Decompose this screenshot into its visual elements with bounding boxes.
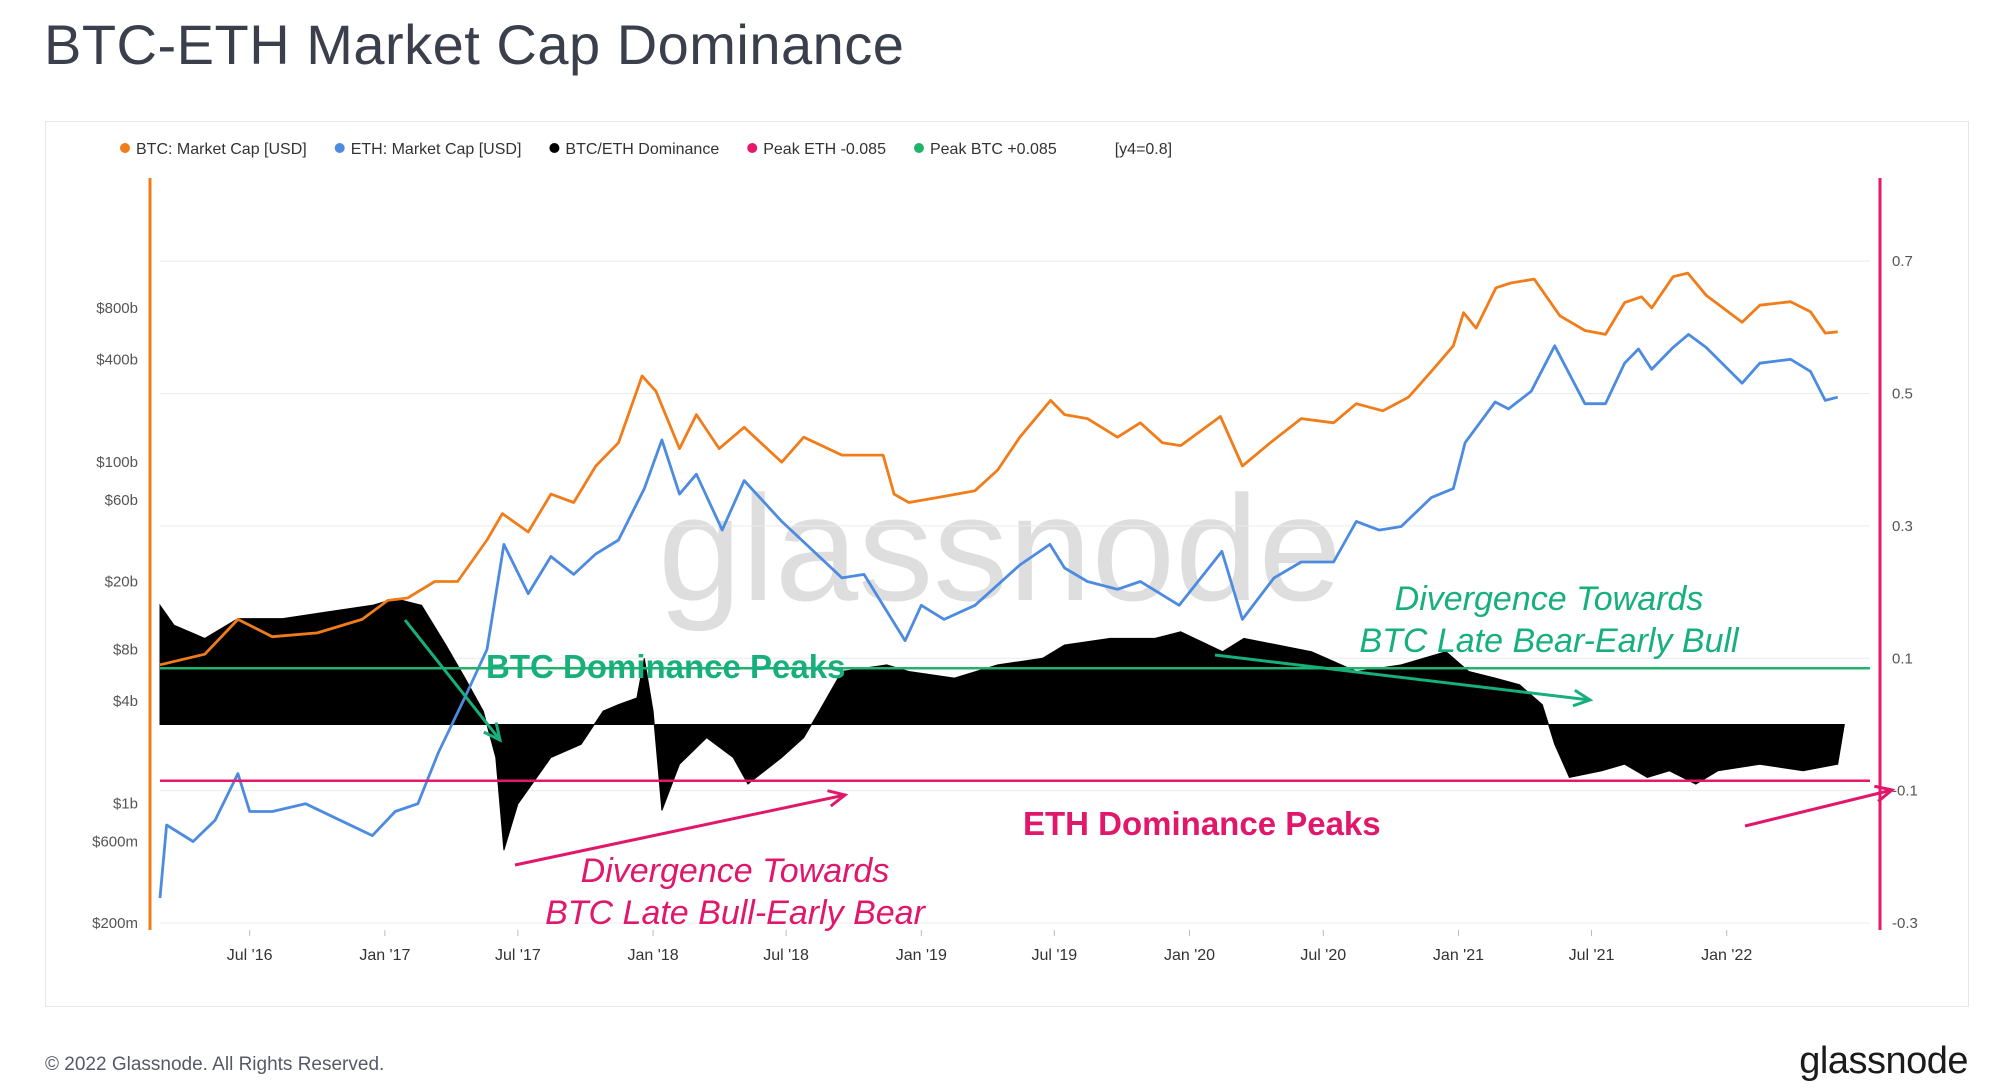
x-tick-label: Jul '18 bbox=[763, 947, 809, 964]
grid-lines bbox=[160, 260, 1870, 924]
divergence-bull-bear-line1: Divergence Towards bbox=[581, 852, 890, 890]
x-tick-label: Jul '16 bbox=[227, 947, 273, 964]
btc-peak-arrow-2-head bbox=[1572, 689, 1594, 708]
btc-market-cap-line bbox=[159, 271, 1838, 667]
left-tick-label: $4b bbox=[113, 693, 138, 710]
legend-item-label[interactable]: BTC: Market Cap [USD] bbox=[136, 141, 307, 158]
left-tick-label: $20b bbox=[105, 574, 138, 591]
divergence-bull-bear-line2: BTC Late Bull-Early Bear bbox=[545, 894, 926, 932]
eth-peak-arrow-2 bbox=[1744, 788, 1893, 828]
left-tick-label: $400b bbox=[96, 351, 138, 368]
x-tick-label: Jul '19 bbox=[1031, 947, 1077, 964]
legend-item-label[interactable]: Peak BTC +0.085 bbox=[930, 141, 1057, 158]
eth-market-cap-line bbox=[158, 333, 1839, 899]
right-tick-label: 0.1 bbox=[1892, 650, 1913, 667]
btc-peak-arrow-1-head bbox=[483, 722, 503, 743]
legend[interactable]: BTC: Market Cap [USD] ETH: Market Cap [US… bbox=[120, 141, 1172, 158]
legend-dot bbox=[120, 143, 130, 153]
page-title: BTC-ETH Market Cap Dominance bbox=[44, 13, 905, 76]
annotations: BTC Dominance Peaks ETH Dominance Peaks Di… bbox=[403, 580, 1896, 932]
x-tick-label: Jan '20 bbox=[1164, 947, 1215, 964]
x-tick-label: Jan '19 bbox=[896, 947, 947, 964]
right-tick-label: -0.1 bbox=[1892, 783, 1918, 800]
legend-dot bbox=[747, 143, 758, 153]
legend-item-label[interactable]: [y4=0.8] bbox=[1115, 141, 1172, 158]
left-tick-label: $200m bbox=[92, 915, 138, 932]
eth-peak-arrow-2-head bbox=[1874, 784, 1896, 803]
left-tick-label: $1b bbox=[113, 796, 138, 813]
divergence-bear-bull-line1: Divergence Towards bbox=[1395, 580, 1704, 618]
x-tick-label: Jul '17 bbox=[495, 947, 541, 964]
btc-peak-arrow-1 bbox=[403, 619, 502, 741]
legend-item-label[interactable]: ETH: Market Cap [USD] bbox=[351, 141, 522, 158]
x-tick-label: Jul '20 bbox=[1300, 947, 1346, 964]
btc-peak-arrow-2 bbox=[1214, 653, 1591, 702]
eth-dominance-peaks-label: ETH Dominance Peaks bbox=[1023, 805, 1381, 842]
chart-frame bbox=[45, 121, 1969, 1007]
legend-item-label[interactable]: Peak ETH -0.085 bbox=[763, 141, 886, 158]
x-tick-label: Jan '22 bbox=[1701, 947, 1752, 964]
left-tick-label: $100b bbox=[96, 454, 138, 471]
watermark: glassnode bbox=[658, 464, 1342, 632]
legend-dot bbox=[549, 143, 560, 153]
legend-dot bbox=[913, 143, 924, 153]
x-tick-label: Jan '18 bbox=[628, 947, 679, 964]
left-tick-label: $60b bbox=[105, 492, 138, 509]
legend-item-label[interactable]: BTC/ETH Dominance bbox=[565, 141, 719, 158]
x-tick-label: Jan '21 bbox=[1433, 947, 1484, 964]
right-tick-label: 0.5 bbox=[1892, 386, 1913, 403]
divergence-bear-bull-line2: BTC Late Bear-Early Bull bbox=[1359, 622, 1740, 660]
eth-peak-arrow-1-head bbox=[827, 789, 849, 808]
copyright-text: © 2022 Glassnode. All Rights Reserved. bbox=[45, 1054, 385, 1075]
eth-peak-arrow-1 bbox=[514, 793, 846, 867]
left-tick-label: $8b bbox=[113, 641, 138, 658]
right-tick-label: 0.3 bbox=[1892, 518, 1913, 535]
left-tick-label: $800b bbox=[96, 300, 138, 317]
right-tick-label: -0.3 bbox=[1892, 915, 1918, 932]
left-tick-label: $600m bbox=[92, 834, 138, 851]
btc-dominance-peaks-label: BTC Dominance Peaks bbox=[486, 648, 845, 685]
glassnode-logo: glassnode bbox=[1799, 1040, 1968, 1082]
series-lines bbox=[158, 271, 1839, 899]
axes: $800b $400b $100b $60b $20b $8b $4b $1b $600m $20… bbox=[92, 178, 1918, 964]
right-tick-label: 0.7 bbox=[1892, 253, 1913, 270]
legend-dot bbox=[334, 143, 345, 153]
x-tick-label: Jan '17 bbox=[359, 947, 410, 964]
x-tick-label: Jul '21 bbox=[1569, 947, 1615, 964]
